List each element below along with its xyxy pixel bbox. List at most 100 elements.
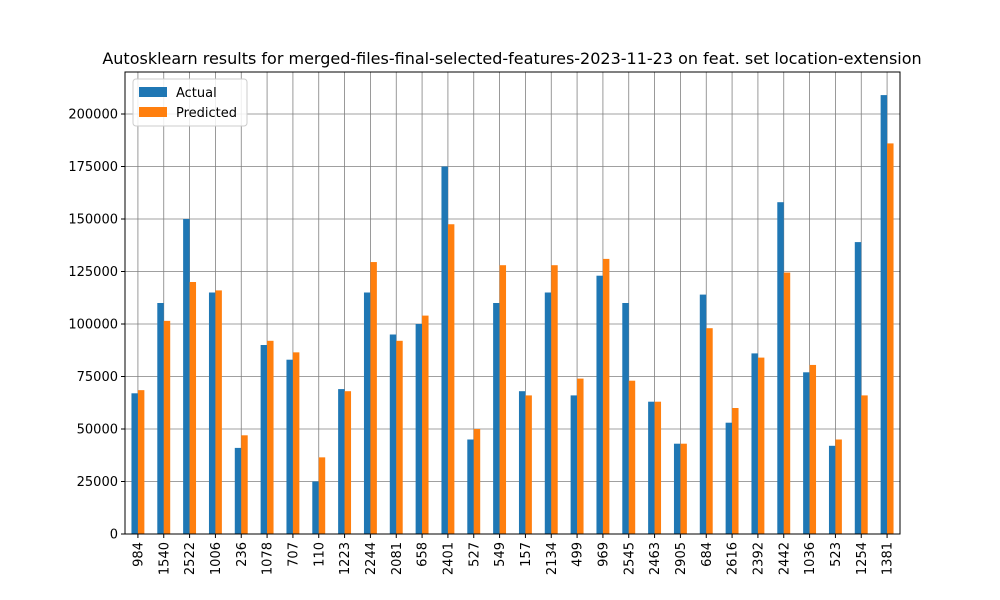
bar-actual-2134 (544, 292, 552, 534)
bar-predicted-2244 (370, 262, 377, 534)
bar-actual-1540 (157, 303, 164, 534)
bar-predicted-1078 (267, 340, 274, 534)
x-tick-label: 2616 (726, 542, 741, 575)
bar-predicted-1036 (809, 364, 817, 534)
bar-predicted-157 (525, 395, 532, 534)
bar-predicted-658 (422, 315, 429, 534)
bar-predicted-2392 (757, 357, 765, 534)
bar-actual-1381 (880, 95, 888, 534)
x-tick-label: 110 (312, 542, 327, 567)
bar-predicted-1006 (215, 290, 222, 534)
x-tick-label: 984 (131, 542, 146, 567)
legend-label-actual: Actual (176, 86, 217, 101)
y-tick-label: 100000 (68, 318, 118, 333)
bar-actual-549 (493, 303, 500, 534)
bar-actual-984 (131, 393, 138, 534)
bar-actual-2545 (622, 303, 629, 534)
bar-predicted-527 (473, 429, 481, 534)
bar-actual-2905 (673, 443, 681, 534)
bar-predicted-236 (241, 435, 248, 534)
bar-predicted-1381 (887, 143, 894, 534)
bar-predicted-707 (292, 352, 300, 534)
y-tick-label: 0 (110, 528, 118, 543)
x-tick-label: 969 (596, 542, 611, 567)
bar-predicted-2616 (732, 408, 739, 534)
bar-actual-1254 (854, 242, 862, 534)
y-tick-label: 125000 (68, 265, 118, 280)
x-tick-label: 499 (571, 542, 586, 567)
bar-actual-2244 (363, 292, 371, 534)
bar-actual-2081 (389, 334, 397, 534)
x-tick-label: 684 (700, 542, 715, 567)
bar-actual-684 (699, 294, 707, 534)
y-tick-label: 150000 (68, 213, 118, 228)
bar-predicted-549 (499, 265, 507, 534)
x-tick-label: 1006 (209, 542, 224, 575)
bar-actual-1036 (803, 372, 810, 534)
legend-swatch-predicted (139, 107, 167, 117)
x-tick-label: 1254 (855, 542, 870, 575)
bar-predicted-523 (835, 439, 842, 534)
x-tick-label: 2522 (183, 542, 198, 575)
y-tick-label: 50000 (77, 423, 118, 438)
x-tick-label: 1540 (157, 542, 172, 575)
x-tick-label: 2244 (364, 542, 379, 575)
bar-predicted-1223 (344, 391, 352, 534)
x-tick-label: 2401 (441, 542, 456, 575)
y-axis: 0 25000 50000 75000 100000 125000 150000 175000… (68, 108, 125, 543)
bar-predicted-2905 (680, 443, 687, 534)
bar-actual-157 (518, 391, 526, 534)
bars (131, 95, 894, 534)
legend: Actual Predicted (132, 78, 248, 127)
bar-predicted-2401 (447, 224, 455, 534)
bar-predicted-2081 (396, 340, 403, 534)
bar-actual-2463 (648, 401, 655, 534)
x-tick-label: 2392 (751, 542, 766, 575)
chart-title: Autosklearn results for merged-files-fin… (102, 49, 921, 68)
plot-area-frame (124, 71, 901, 535)
x-tick-label: 2081 (390, 542, 405, 575)
bar-actual-2616 (725, 422, 733, 534)
bar-actual-969 (596, 275, 603, 534)
y-tick-label: 200000 (68, 108, 118, 123)
bar-actual-707 (286, 359, 293, 534)
bar-predicted-2463 (654, 401, 662, 534)
x-tick-label: 527 (467, 542, 482, 567)
bar-actual-523 (828, 445, 836, 534)
bar-predicted-2442 (783, 272, 791, 534)
bar-actual-1006 (208, 292, 216, 534)
x-axis: 984 1540 2522 1006 236 1078 707 110 1223 2244 2081… (131, 534, 896, 575)
bar-actual-527 (467, 439, 474, 534)
x-tick-label: 157 (519, 542, 534, 567)
bar-predicted-110 (318, 457, 326, 534)
bar-predicted-2545 (628, 380, 636, 534)
y-tick-label: 25000 (77, 475, 118, 490)
bar-actual-658 (415, 324, 423, 534)
x-tick-label: 1381 (881, 542, 896, 575)
x-tick-label: 1078 (261, 542, 276, 575)
bar-actual-2442 (777, 202, 784, 534)
bar-predicted-1540 (163, 320, 171, 534)
x-tick-label: 549 (493, 542, 508, 567)
bar-actual-2401 (441, 166, 448, 534)
x-tick-label: 658 (416, 542, 431, 567)
x-tick-label: 2463 (648, 542, 663, 575)
bar-predicted-969 (602, 258, 610, 534)
bar-actual-110 (312, 481, 319, 534)
bar-actual-1078 (260, 345, 268, 534)
y-tick-label: 75000 (77, 370, 118, 385)
bar-actual-1223 (338, 389, 345, 534)
x-tick-label: 2442 (777, 542, 792, 575)
legend-label-predicted: Predicted (176, 106, 237, 121)
bar-predicted-984 (137, 390, 145, 534)
x-tick-label: 2545 (622, 542, 637, 575)
bar-predicted-2134 (551, 265, 558, 534)
y-tick-label: 175000 (68, 160, 118, 175)
bar-predicted-684 (706, 328, 713, 534)
x-tick-label: 1036 (803, 542, 818, 575)
bar-actual-2392 (751, 353, 758, 534)
bar-actual-499 (570, 395, 578, 534)
bar-predicted-499 (577, 378, 584, 534)
x-tick-label: 523 (829, 542, 844, 567)
